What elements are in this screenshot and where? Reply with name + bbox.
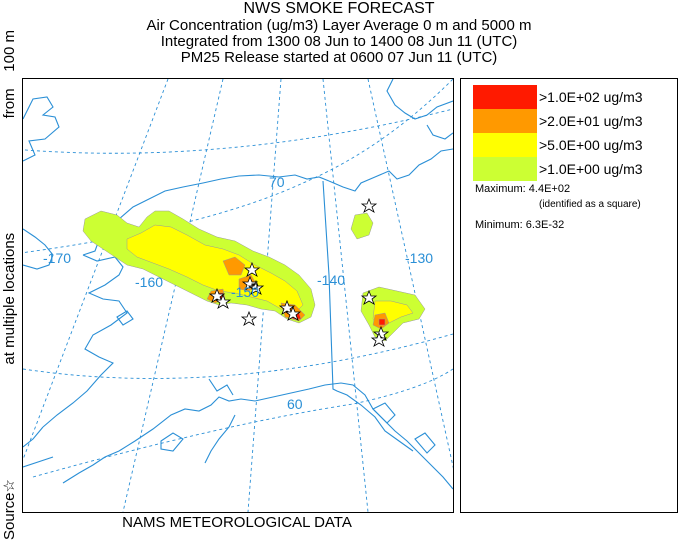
source-star-icon xyxy=(214,293,232,309)
lon-label-150: -150 xyxy=(231,284,259,300)
release-height: 100 m xyxy=(1,30,18,72)
minimum-value: Minimum: 6.3E-32 xyxy=(475,219,565,231)
lon-label-140: -140 xyxy=(317,272,345,288)
source-star-icon xyxy=(240,310,258,326)
legend-item-yellow: >5.0E+00 ug/m3 xyxy=(473,133,673,157)
source-star-icon xyxy=(208,287,226,303)
legend-label: >1.0E+00 ug/m3 xyxy=(539,161,643,177)
legend-label: >5.0E+00 ug/m3 xyxy=(539,137,643,153)
legend-swatch xyxy=(473,133,537,157)
lon-label-160: -160 xyxy=(135,274,163,290)
legend-panel: >1.0E+02 ug/m3 >2.0E+01 ug/m3 >5.0E+00 u… xyxy=(460,78,678,513)
legend-label: >2.0E+01 ug/m3 xyxy=(539,113,643,129)
source-star-icon xyxy=(360,289,378,305)
source-star-icon xyxy=(284,305,302,321)
latitude-lines xyxy=(23,79,453,478)
legend-item-red: >1.0E+02 ug/m3 xyxy=(473,85,673,109)
forecast-title: NWS SMOKE FORECAST xyxy=(243,0,435,17)
legend-swatch xyxy=(473,109,537,133)
lat-label-60: 60 xyxy=(287,396,303,412)
smoke-map: -170 -160 -150 -140 -130 70 60 xyxy=(23,79,453,512)
title-block: NWS SMOKE FORECAST Air Concentration (ug… xyxy=(0,0,678,66)
source-star-icon xyxy=(360,197,378,213)
source-side-label: Source☆ at multiple locations from 100 m xyxy=(0,30,20,540)
release-start: PM25 Release started at 0600 07 Jun 11 (… xyxy=(180,49,498,66)
maximum-value: Maximum: 4.4E+02 xyxy=(475,183,571,195)
maximum-note: (identified as a square) xyxy=(539,199,641,210)
integration-period: Integrated from 1300 08 Jun to 1400 08 J… xyxy=(160,33,518,50)
map-panel: -170 -160 -150 -140 -130 70 60 xyxy=(22,78,454,513)
concentration-description: Air Concentration (ug/m3) Layer Average … xyxy=(146,17,532,34)
legend-swatch xyxy=(473,85,537,109)
from-word: from xyxy=(1,88,18,119)
coastlines xyxy=(23,79,453,490)
legend-label: >1.0E+02 ug/m3 xyxy=(539,89,643,105)
source-star-icon xyxy=(243,261,261,277)
source-star-icon: ☆ xyxy=(1,479,18,493)
lon-label-130: -130 xyxy=(405,250,433,266)
source-star-icon xyxy=(247,279,265,295)
source-word: Source xyxy=(1,492,18,540)
source-star-icon xyxy=(278,299,296,315)
legend-item-orange: >2.0E+01 ug/m3 xyxy=(473,109,673,133)
smoke-plume-bc xyxy=(360,286,426,342)
legend-swatch xyxy=(473,157,537,181)
multiple-locations-text: at multiple locations xyxy=(1,232,18,365)
maximum-square xyxy=(251,283,258,290)
legend-item-green: >1.0E+00 ug/m3 xyxy=(473,157,673,181)
data-source-footer: NAMS METEOROLOGICAL DATA xyxy=(122,514,352,531)
source-star-icon xyxy=(370,331,388,347)
source-markers xyxy=(208,197,390,347)
lon-label-170: -170 xyxy=(43,250,71,266)
smoke-plume-yukon xyxy=(350,212,374,240)
lat-label-70: 70 xyxy=(269,174,285,190)
